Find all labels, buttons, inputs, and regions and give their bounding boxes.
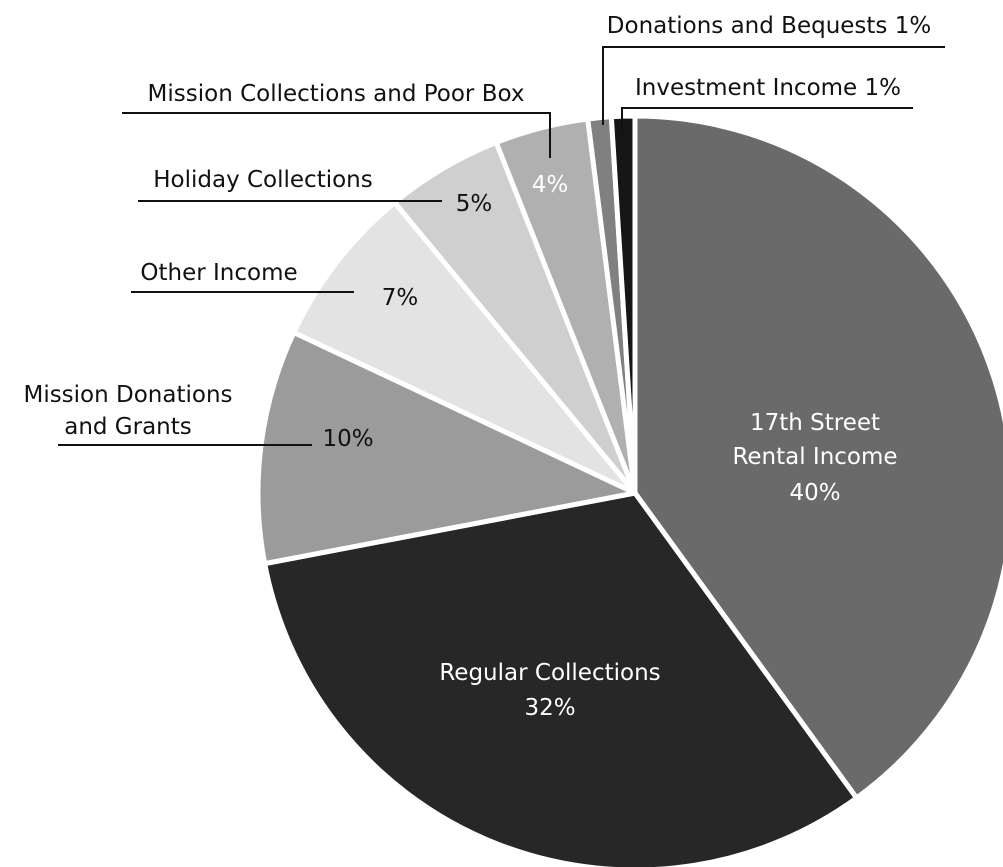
pie-slice-other-income xyxy=(291,200,638,496)
leader-line-investment xyxy=(621,107,913,134)
label-other-pct: 7% xyxy=(382,285,419,311)
label-rental-line1: 17th Street xyxy=(750,410,880,436)
leader-line-donations xyxy=(602,46,945,125)
label-regular-pct: 32% xyxy=(524,695,575,721)
label-rental-pct: 40% xyxy=(789,480,840,506)
label-mdg-line2: and Grants xyxy=(64,414,192,440)
label-other-name: Other Income xyxy=(140,260,297,286)
label-regular-name: Regular Collections xyxy=(439,660,660,686)
label-holiday-pct: 5% xyxy=(456,191,493,217)
pie-slice-investment-income xyxy=(608,113,638,496)
leader-line-mcpb xyxy=(122,112,551,158)
label-mcpb-pct: 4% xyxy=(532,172,569,198)
pie-slices xyxy=(255,113,1003,867)
label-investment-name: Investment Income 1% xyxy=(635,75,901,101)
pie-slice-17th-street-rental-income xyxy=(632,113,1003,801)
label-mdg-line1: Mission Donations xyxy=(23,382,232,408)
label-rental-line2: Rental Income xyxy=(732,444,897,470)
label-donations-name: Donations and Bequests 1% xyxy=(607,13,931,39)
pie-slice-regular-collections xyxy=(262,490,860,867)
label-mcpb-name: Mission Collections and Poor Box xyxy=(148,81,525,107)
label-holiday-name: Holiday Collections xyxy=(153,167,373,193)
label-mdg-pct: 10% xyxy=(322,426,373,452)
